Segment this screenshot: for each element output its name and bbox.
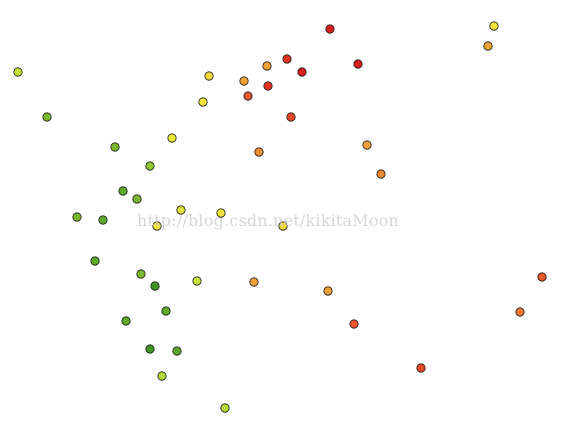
scatter-point [249, 277, 259, 287]
scatter-point [376, 169, 386, 179]
scatter-point [263, 81, 273, 91]
scatter-point [282, 54, 292, 64]
scatter-point [150, 281, 160, 291]
scatter-point [489, 21, 499, 31]
scatter-point [72, 212, 82, 222]
scatter-point [161, 306, 171, 316]
scatter-point [98, 215, 108, 225]
scatter-point [198, 97, 208, 107]
scatter-point [42, 112, 52, 122]
scatter-point [239, 76, 249, 86]
scatter-point [537, 272, 547, 282]
scatter-point [176, 205, 186, 215]
scatter-point [349, 319, 359, 329]
scatter-point [216, 208, 226, 218]
scatter-point [220, 403, 230, 413]
scatter-point [325, 24, 335, 34]
scatter-point [297, 67, 307, 77]
scatter-point [110, 142, 120, 152]
scatter-point [172, 346, 182, 356]
scatter-point [145, 344, 155, 354]
scatter-point [157, 371, 167, 381]
points-layer [13, 21, 547, 413]
scatter-point [132, 194, 142, 204]
scatter-point [515, 307, 525, 317]
scatter-point [145, 161, 155, 171]
scatter-point [136, 269, 146, 279]
scatter-point [204, 71, 214, 81]
scatter-point [90, 256, 100, 266]
scatter-point [483, 41, 493, 51]
scatter-point [254, 147, 264, 157]
scatter-point [167, 133, 177, 143]
scatter-point [118, 186, 128, 196]
scatter-point [13, 67, 23, 77]
scatter-point [192, 276, 202, 286]
scatter-point [243, 91, 253, 101]
scatter-point [286, 112, 296, 122]
scatter-point [362, 140, 372, 150]
scatter-point [262, 61, 272, 71]
scatter-point [152, 221, 162, 231]
scatter-point [323, 286, 333, 296]
scatter-point [353, 59, 363, 69]
scatter-point [278, 221, 288, 231]
scatter-point [416, 363, 426, 373]
scatter-point [121, 316, 131, 326]
